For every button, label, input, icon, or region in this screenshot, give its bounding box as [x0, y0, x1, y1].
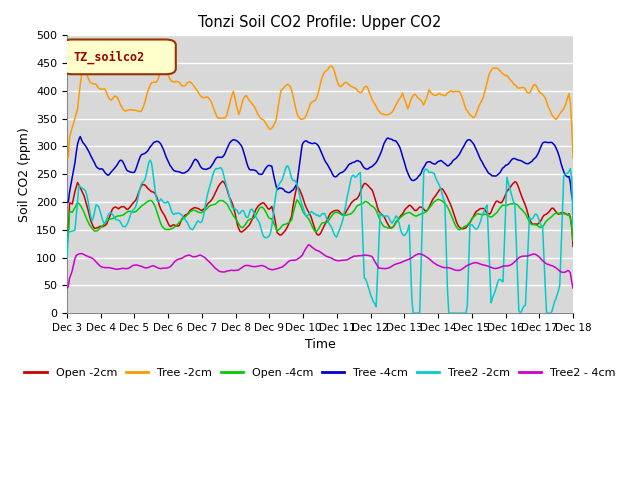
FancyBboxPatch shape: [62, 39, 176, 74]
Text: TZ_soilco2: TZ_soilco2: [73, 50, 145, 64]
Title: Tonzi Soil CO2 Profile: Upper CO2: Tonzi Soil CO2 Profile: Upper CO2: [198, 15, 442, 30]
Y-axis label: Soil CO2 (ppm): Soil CO2 (ppm): [17, 127, 31, 222]
X-axis label: Time: Time: [305, 338, 335, 351]
Legend: Open -2cm, Tree -2cm, Open -4cm, Tree -4cm, Tree2 -2cm, Tree2 - 4cm: Open -2cm, Tree -2cm, Open -4cm, Tree -4…: [20, 364, 620, 383]
